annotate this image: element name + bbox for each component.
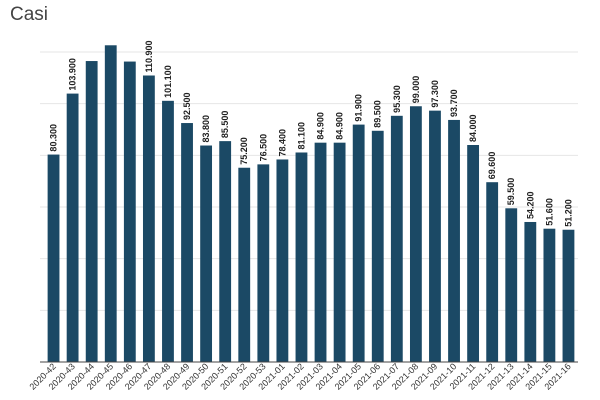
bar [238, 167, 251, 362]
bar-data-label: 103.900 [68, 58, 78, 91]
bar [276, 159, 289, 362]
bar [257, 164, 270, 362]
bar-data-label: 75.200 [239, 137, 249, 165]
bar [295, 152, 308, 362]
bar-data-label: 84.000 [468, 114, 478, 142]
bar-data-label: 51.200 [563, 199, 573, 227]
bar [409, 106, 422, 362]
bar-data-label: 51.600 [544, 198, 554, 226]
bar [505, 208, 518, 362]
bar [371, 130, 384, 362]
bar-data-label: 69.600 [487, 152, 497, 180]
bar-data-label: 78.400 [277, 129, 287, 157]
bar [543, 228, 556, 362]
bar [390, 115, 403, 362]
bar-data-label: 83.800 [201, 115, 211, 143]
bar [333, 142, 346, 362]
bar-data-label: 81.100 [296, 122, 306, 150]
bar-data-label: 101.100 [163, 65, 173, 98]
bar [66, 93, 79, 362]
bar-data-label: 95.300 [392, 85, 402, 113]
bar-data-label: 89.500 [373, 100, 383, 128]
bar [47, 154, 60, 362]
bar-data-label: 84.900 [316, 112, 326, 140]
bar-data-label: 93.700 [449, 89, 459, 117]
bar-data-label: 80.300 [49, 124, 59, 152]
bar-data-label: 97.300 [430, 80, 440, 108]
bar [486, 182, 499, 362]
bar [448, 119, 460, 362]
bar [142, 75, 155, 362]
bar [181, 123, 193, 363]
bar [524, 221, 537, 362]
bar [104, 45, 117, 363]
bar-data-label: 110.900 [144, 40, 154, 72]
x-tick-labels: 2020-422020-432020-442020-452020-462020-… [28, 361, 573, 391]
bars [47, 45, 575, 363]
data-labels: 80.300 103.900 110.900 101.100 92.500 83.800 8… [49, 40, 574, 226]
bar-data-label: 54.200 [525, 191, 535, 219]
bar [562, 229, 575, 362]
bar [85, 61, 98, 363]
bar-data-label: 85.500 [220, 111, 230, 139]
bar-data-label: 76.500 [258, 134, 268, 162]
bar [162, 100, 174, 362]
bar-data-label: 84.900 [335, 112, 345, 140]
bar [352, 124, 365, 362]
bar [219, 141, 232, 362]
bar [314, 142, 327, 362]
chart-title: Casi [10, 4, 49, 25]
bar-data-label: 59.500 [506, 178, 516, 206]
bar [123, 61, 136, 362]
bar-data-label: 91.900 [354, 94, 364, 122]
bar-data-label: 99.000 [411, 76, 421, 104]
bar [467, 145, 480, 362]
bar [429, 110, 441, 363]
bar-data-label: 92.500 [182, 93, 192, 121]
bar [200, 145, 213, 362]
